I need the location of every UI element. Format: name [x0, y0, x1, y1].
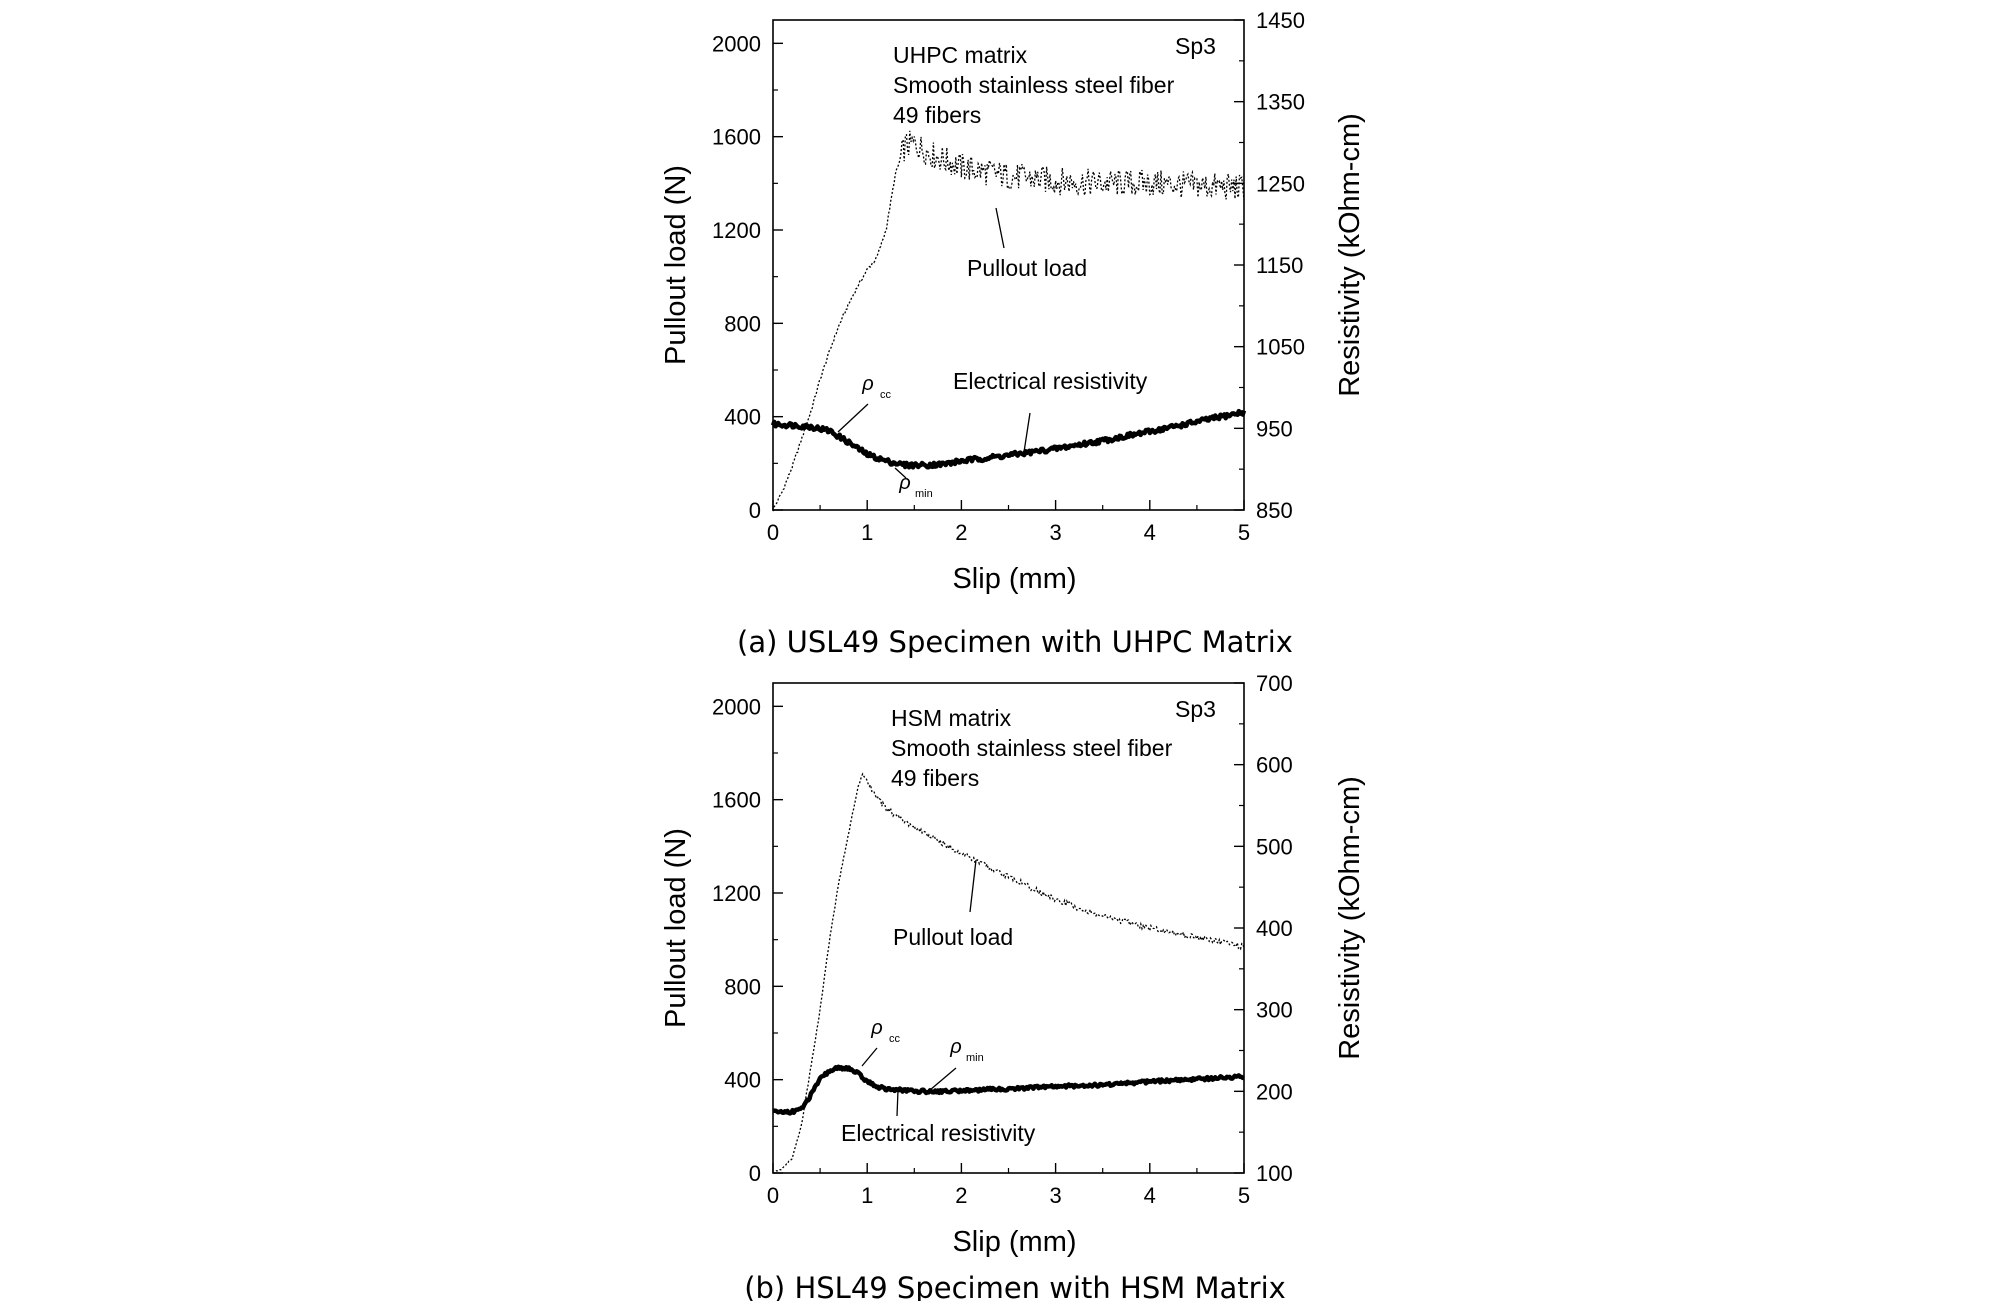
x-tick-label: 3	[1049, 520, 1061, 545]
x-tick-label: 0	[767, 520, 779, 545]
annotation-leader	[896, 1089, 899, 1117]
annotation-pullout-load: Pullout load	[967, 255, 1087, 281]
y-tick-label: 0	[749, 1161, 761, 1186]
y2-tick-label: 1050	[1256, 335, 1305, 360]
chart-panel-a: 0 1 2 3 4 5 0 400 800 1200 1600 2000 850 950 1050 1150 1…	[660, 8, 1366, 659]
x-tick-label: 2	[955, 520, 967, 545]
y2-tick-label: 600	[1256, 753, 1293, 778]
series-line-resistivity	[772, 1064, 1245, 1116]
annotation-rho-cc-subscript: cc	[880, 389, 892, 401]
x-tick-label: 1	[861, 1183, 873, 1208]
chart-panel-b: 0 1 2 3 4 5 0 400 800 1200 1600 2000 100 200 300 400 500…	[660, 671, 1366, 1301]
x-tick-label: 0	[767, 1183, 779, 1208]
y-tick-label: 800	[724, 974, 761, 999]
annotation-rho-cc: ρ	[861, 373, 873, 395]
annotation-leader	[861, 1047, 878, 1067]
y2-tick-label: 850	[1256, 498, 1293, 523]
y-tick-label: 800	[724, 311, 761, 336]
legend-text-line: Smooth stainless steel fiber	[893, 72, 1175, 98]
annotation-leader	[894, 467, 907, 479]
y2-tick-label: 500	[1256, 834, 1293, 859]
y-tick-label: 1200	[712, 218, 761, 243]
y-tick-label: 1200	[712, 881, 761, 906]
annotation-rho-min-subscript: min	[966, 1052, 984, 1064]
legend-text-line: 49 fibers	[893, 102, 981, 128]
annotation-rho-cc-subscript: cc	[889, 1033, 901, 1045]
x-tick-label: 5	[1238, 1183, 1250, 1208]
y2-tick-label: 200	[1256, 1079, 1293, 1104]
y2-tick-label: 1350	[1256, 90, 1305, 115]
y-tick-label: 2000	[712, 694, 761, 719]
x-tick-label: 3	[1049, 1183, 1061, 1208]
y-tick-label: 1600	[712, 788, 761, 813]
annotation-rho-min: ρ	[949, 1036, 961, 1058]
y2-tick-label: 1450	[1256, 8, 1305, 33]
legend-text-line: Smooth stainless steel fiber	[891, 735, 1173, 761]
figure-caption: (b) HSL49 Specimen with HSM Matrix	[744, 1271, 1286, 1301]
y-tick-label: 1600	[712, 125, 761, 150]
series-line-pullout-load	[772, 772, 1245, 1174]
x-tick-label: 5	[1238, 520, 1250, 545]
annotation-leader	[837, 403, 869, 433]
y-tick-label: 400	[724, 1068, 761, 1093]
y2-tick-label: 700	[1256, 671, 1293, 696]
series-line-pullout-load	[772, 130, 1245, 512]
annotation-electrical-resistivity: Electrical resistivity	[953, 368, 1148, 394]
y-tick-label: 400	[724, 405, 761, 430]
x-tick-label: 2	[955, 1183, 967, 1208]
x-tick-label: 4	[1144, 520, 1156, 545]
y2-tick-label: 300	[1256, 998, 1293, 1023]
specimen-tag: Sp3	[1175, 696, 1216, 722]
x-axis-label: Slip (mm)	[952, 563, 1076, 595]
x-tick-label: 1	[861, 520, 873, 545]
annotation-leader	[995, 207, 1005, 249]
y-axis-label: Pullout load (N)	[660, 165, 692, 365]
annotation-electrical-resistivity: Electrical resistivity	[841, 1120, 1036, 1146]
legend-text-line: HSM matrix	[891, 705, 1012, 731]
annotation-rho-cc: ρ	[870, 1017, 882, 1039]
y2-tick-label: 1250	[1256, 171, 1305, 196]
annotation-pullout-load: Pullout load	[893, 924, 1013, 950]
legend-text-line: UHPC matrix	[893, 42, 1028, 68]
y2-axis-label: Resistivity (kOhm-cm)	[1334, 113, 1366, 397]
y2-tick-label: 950	[1256, 416, 1293, 441]
annotation-rho-min: ρ	[898, 472, 910, 494]
annotation-leader	[929, 1067, 957, 1091]
annotation-leader	[1023, 412, 1031, 453]
y2-tick-label: 400	[1256, 916, 1293, 941]
y2-tick-label: 1150	[1256, 253, 1303, 278]
figure-caption: (a) USL49 Specimen with UHPC Matrix	[737, 625, 1293, 659]
x-axis-label: Slip (mm)	[952, 1226, 1076, 1258]
y-axis-label: Pullout load (N)	[660, 828, 692, 1028]
y2-tick-label: 100	[1256, 1161, 1293, 1186]
specimen-tag: Sp3	[1175, 33, 1216, 59]
y-tick-label: 0	[749, 498, 761, 523]
series-line-resistivity	[770, 408, 1247, 470]
y2-axis-label: Resistivity (kOhm-cm)	[1334, 776, 1366, 1060]
annotation-rho-min-subscript: min	[915, 488, 933, 500]
legend-text-line: 49 fibers	[891, 765, 979, 791]
x-tick-label: 4	[1144, 1183, 1156, 1208]
y-tick-label: 2000	[712, 31, 761, 56]
annotation-leader	[969, 859, 977, 913]
